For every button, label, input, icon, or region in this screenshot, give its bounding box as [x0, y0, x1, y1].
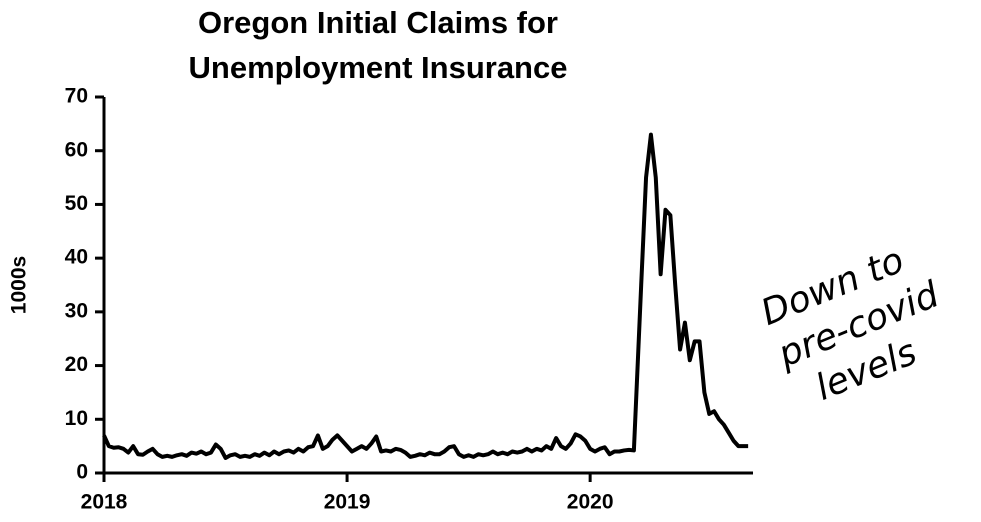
x-tick-label: 2020 — [567, 491, 614, 514]
y-axis-label: 1000s — [8, 256, 31, 314]
annotation: Down to pre-covid levels — [756, 240, 946, 409]
data-line — [102, 132, 749, 460]
y-tick-label: 30 — [65, 299, 88, 322]
chart-title: Unemployment Insurance — [189, 50, 568, 85]
x-tick-label: 2019 — [324, 491, 371, 514]
y-tick-label: 0 — [76, 461, 88, 484]
chart-title: Oregon Initial Claims for — [198, 5, 558, 40]
y-tick-label: 10 — [65, 407, 88, 430]
y-tick-label: 40 — [65, 246, 88, 269]
y-tick-label: 70 — [65, 85, 88, 108]
y-tick-label: 20 — [65, 353, 88, 376]
x-tick-label: 2018 — [81, 491, 128, 514]
y-tick-label: 60 — [65, 138, 88, 161]
y-tick-label: 50 — [65, 192, 88, 215]
